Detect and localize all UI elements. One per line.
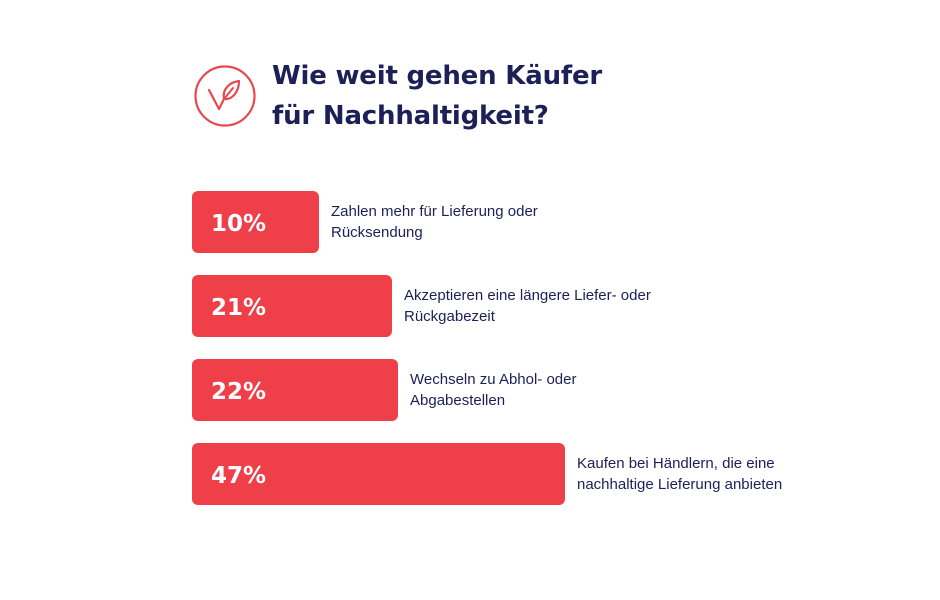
bar-value-label: 21% — [211, 295, 266, 321]
bar-4 — [192, 443, 565, 505]
bar-1 — [192, 191, 319, 253]
leaf-check-icon — [194, 65, 256, 127]
category-label: Zahlen mehr für Lieferung oder — [331, 203, 538, 220]
category-label: Kaufen bei Händlern, die eine — [577, 455, 775, 472]
category-label: Akzeptieren eine längere Liefer- oder — [404, 287, 651, 304]
title-line-2: für Nachhaltigkeit? — [272, 101, 549, 131]
title-line-1: Wie weit gehen Käufer — [272, 61, 603, 91]
category-label: nachhaltige Lieferung anbieten — [577, 476, 782, 493]
bar-value-label: 47% — [211, 463, 266, 489]
bar-3 — [192, 359, 398, 421]
header: Wie weit gehen Käufer für Nachhaltigkeit… — [193, 60, 793, 140]
bar-value-label: 22% — [211, 379, 266, 405]
bar-2 — [192, 275, 392, 337]
category-label: Abgabestellen — [410, 392, 505, 409]
category-label: Wechseln zu Abhol- oder — [410, 371, 577, 388]
page-title: Wie weit gehen Käufer für Nachhaltigkeit… — [272, 56, 602, 136]
bar-value-label: 10% — [211, 211, 266, 237]
category-label: Rückgabezeit — [404, 308, 496, 325]
category-label: Rücksendung — [331, 224, 423, 241]
